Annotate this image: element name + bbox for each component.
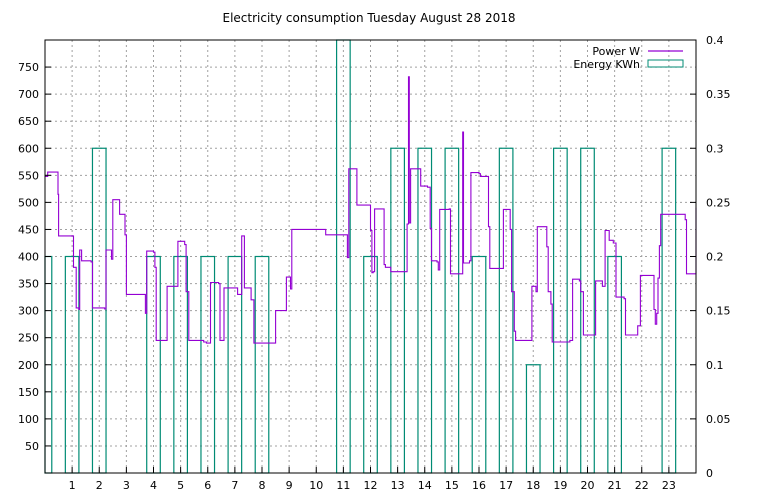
y-tick-label: 500: [18, 196, 39, 209]
x-tick-label: 5: [177, 479, 184, 492]
y2-tick-label: 0: [706, 467, 713, 480]
y-tick-label: 600: [18, 142, 39, 155]
y2-tick-label: 0.05: [706, 413, 731, 426]
y-tick-label: 250: [18, 332, 39, 345]
x-tick-label: 15: [445, 479, 459, 492]
x-tick-label: 22: [635, 479, 649, 492]
y-tick-label: 100: [18, 413, 39, 426]
x-tick-label: 19: [553, 479, 567, 492]
x-tick-label: 1: [69, 479, 76, 492]
y-tick-label: 550: [18, 169, 39, 182]
x-tick-label: 3: [123, 479, 130, 492]
x-tick-label: 10: [309, 479, 323, 492]
legend-label-energy: Energy KWh: [573, 58, 640, 71]
x-tick-label: 4: [150, 479, 157, 492]
x-tick-label: 13: [391, 479, 405, 492]
y2-tick-label: 0.2: [706, 251, 724, 264]
y2-tick-label: 0.25: [706, 196, 731, 209]
axes: 5010015020025030035040045050055060065070…: [18, 34, 731, 492]
y-tick-label: 750: [18, 61, 39, 74]
power-series: [45, 76, 697, 344]
x-tick-label: 7: [231, 479, 238, 492]
x-tick-label: 18: [526, 479, 540, 492]
y-tick-label: 650: [18, 115, 39, 128]
y2-tick-label: 0.1: [706, 359, 724, 372]
y-tick-label: 50: [25, 440, 39, 453]
x-tick-label: 23: [662, 479, 676, 492]
y-tick-label: 200: [18, 359, 39, 372]
chart-title: Electricity consumption Tuesday August 2…: [223, 11, 516, 25]
y-tick-label: 300: [18, 305, 39, 318]
x-tick-label: 17: [499, 479, 513, 492]
y-tick-label: 350: [18, 278, 39, 291]
legend-label-power: Power W: [592, 45, 640, 58]
x-tick-label: 21: [608, 479, 622, 492]
x-tick-label: 14: [418, 479, 432, 492]
x-tick-label: 16: [472, 479, 486, 492]
legend-swatch-energy: [647, 59, 684, 68]
x-tick-label: 2: [96, 479, 103, 492]
y-tick-label: 150: [18, 386, 39, 399]
x-tick-label: 8: [259, 479, 266, 492]
y2-tick-label: 0.35: [706, 88, 731, 101]
power-line: [45, 76, 697, 344]
y-tick-label: 400: [18, 251, 39, 264]
x-tick-label: 12: [364, 479, 378, 492]
x-tick-label: 11: [336, 479, 350, 492]
legend: Power W Energy KWh: [573, 45, 684, 71]
x-tick-label: 9: [286, 479, 293, 492]
y2-tick-label: 0.3: [706, 142, 724, 155]
x-tick-label: 6: [204, 479, 211, 492]
y-tick-label: 450: [18, 223, 39, 236]
y2-tick-label: 0.15: [706, 305, 731, 318]
y2-tick-label: 0.4: [706, 34, 724, 47]
x-tick-label: 20: [581, 479, 595, 492]
y-tick-label: 700: [18, 88, 39, 101]
